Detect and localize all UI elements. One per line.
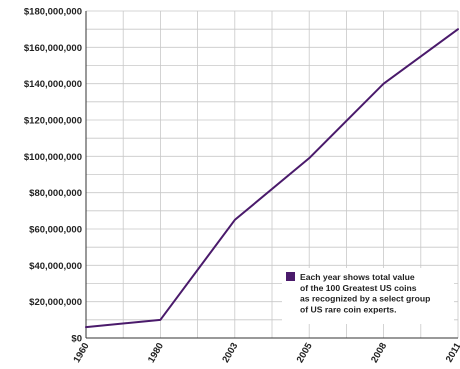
y-tick-label: $80,000,000 bbox=[29, 188, 82, 199]
x-axis-ticks: 1960 1980 2003 2005 2008 2011 bbox=[72, 340, 460, 364]
x-tick-label: 1980 bbox=[146, 341, 166, 365]
y-tick-label: $0 bbox=[71, 334, 82, 345]
y-axis-ticks: $0 $20,000,000 $40,000,000 $60,000,000 $80,0… bbox=[24, 7, 82, 345]
y-tick-label: $160,000,000 bbox=[24, 43, 82, 54]
series-line bbox=[85, 28, 459, 329]
axes bbox=[85, 11, 458, 339]
x-tick-label: 2008 bbox=[369, 341, 389, 365]
legend-text: Each year shows total value of the 100 Gr… bbox=[300, 272, 430, 314]
y-tick-label: $20,000,000 bbox=[29, 297, 82, 308]
legend-background bbox=[282, 268, 454, 324]
legend-line: as recognized by a select group bbox=[300, 294, 430, 304]
legend-line: Each year shows total value bbox=[300, 272, 415, 282]
y-tick-label: $120,000,000 bbox=[24, 116, 82, 127]
legend-line: of US rare coin experts. bbox=[300, 304, 396, 314]
series bbox=[85, 28, 459, 329]
x-tick-label: 2003 bbox=[220, 341, 240, 365]
y-tick-label: $100,000,000 bbox=[24, 152, 82, 163]
x-tick-label: 2011 bbox=[444, 340, 460, 364]
y-tick-label: $40,000,000 bbox=[29, 261, 82, 272]
x-tick-label: 1960 bbox=[72, 341, 92, 365]
legend-line: of the 100 Greatest US coins bbox=[300, 283, 417, 293]
x-tick-label: 2005 bbox=[295, 340, 315, 364]
legend: Each year shows total value of the 100 Gr… bbox=[282, 268, 454, 324]
y-tick-label: $60,000,000 bbox=[29, 225, 82, 236]
legend-swatch bbox=[286, 272, 295, 281]
y-tick-label: $140,000,000 bbox=[24, 79, 82, 90]
y-tick-label: $180,000,000 bbox=[24, 7, 82, 18]
